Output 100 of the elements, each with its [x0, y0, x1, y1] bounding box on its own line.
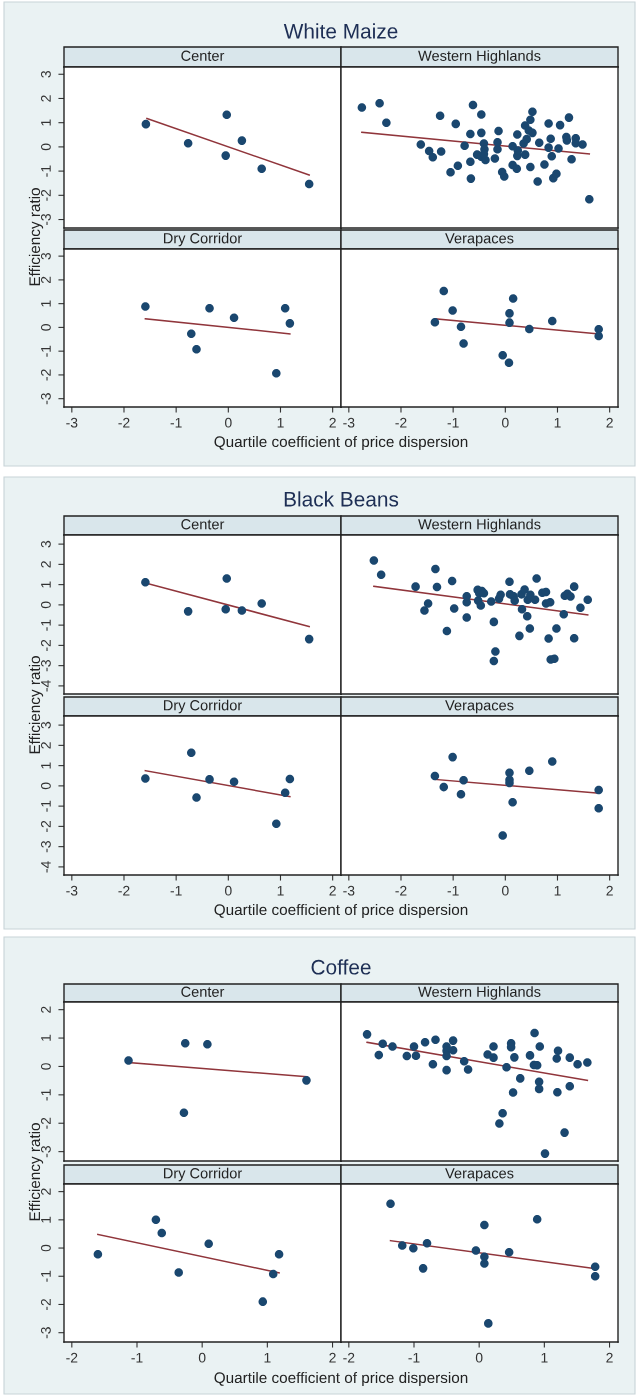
x-tick-label: 0 — [502, 417, 509, 428]
point — [388, 1042, 397, 1051]
point — [515, 1074, 525, 1083]
point — [237, 136, 247, 145]
point — [522, 611, 532, 621]
point — [285, 319, 295, 328]
chart-subtitle: Dry Corridor — [164, 232, 242, 247]
point — [540, 1149, 550, 1158]
point — [439, 286, 449, 296]
x-axis-title: Quartile coefficient of price dispersion — [214, 903, 468, 919]
x-tick-label: -1 — [170, 417, 182, 428]
point — [420, 606, 429, 615]
point — [463, 1065, 473, 1074]
x-tick-label: -2 — [66, 1352, 78, 1363]
x-tick-label: -1 — [447, 417, 459, 428]
y-tick-label: -3 — [41, 660, 51, 672]
point — [459, 775, 468, 785]
point — [550, 654, 559, 664]
point — [505, 768, 514, 777]
point — [530, 595, 540, 605]
point — [180, 1038, 190, 1048]
y-tick-label: -2 — [41, 1299, 51, 1311]
x-tick-label: -2 — [395, 885, 407, 896]
point — [456, 789, 466, 799]
point — [565, 1082, 575, 1091]
x-tick-label: -2 — [118, 417, 130, 428]
point — [495, 1119, 504, 1128]
point — [530, 1028, 539, 1038]
x-tick-label: -3 — [66, 417, 78, 428]
x-tick-label: 1 — [541, 1352, 548, 1363]
point — [498, 1109, 507, 1118]
point — [590, 1262, 600, 1271]
x-tick-label: 1 — [277, 417, 284, 428]
point — [583, 1058, 592, 1067]
chart-subtitle: Center — [181, 986, 225, 997]
x-tick-label: -1 — [447, 885, 459, 896]
y-tick-label: 3 — [41, 71, 51, 78]
point — [124, 1056, 133, 1065]
point — [183, 607, 193, 616]
point — [141, 302, 150, 311]
point — [402, 1051, 412, 1061]
y-tick-label: -1 — [41, 800, 51, 812]
point — [552, 624, 561, 633]
x-tick-label: 2 — [606, 1352, 613, 1363]
point — [258, 1297, 268, 1306]
point — [480, 1220, 489, 1230]
point — [411, 582, 420, 591]
point — [489, 1053, 498, 1062]
point — [594, 785, 603, 795]
point — [280, 788, 290, 798]
point — [192, 344, 201, 354]
point — [430, 317, 440, 327]
point — [237, 606, 247, 615]
y-tick-label: -2 — [41, 639, 51, 651]
point — [183, 138, 193, 148]
point — [174, 1268, 183, 1277]
point — [448, 1036, 458, 1045]
chart-subtitle: Center — [181, 519, 225, 530]
y-tick-label: -1 — [41, 1089, 51, 1101]
x-tick-label: -3 — [343, 885, 355, 896]
point — [569, 582, 579, 591]
chart-subtitle: Verapaces — [445, 1168, 514, 1182]
point — [583, 595, 593, 605]
point — [508, 294, 518, 303]
point — [545, 597, 555, 607]
point — [141, 774, 150, 783]
y-tick-label: -3 — [41, 841, 51, 853]
point — [268, 1269, 278, 1279]
x-tick-label: 0 — [502, 885, 509, 896]
x-tick-label: 2 — [329, 885, 336, 896]
point — [431, 564, 440, 574]
point — [205, 775, 214, 784]
point — [553, 1046, 563, 1056]
point — [442, 626, 452, 636]
point — [502, 1063, 511, 1072]
chart-title: Black Beans — [284, 491, 399, 507]
point — [431, 1035, 440, 1045]
point — [222, 110, 232, 119]
point — [141, 119, 151, 129]
chart-subtitle: Dry Corridor — [164, 699, 242, 714]
y-tick-label: -2 — [41, 189, 51, 201]
point — [423, 599, 433, 608]
point — [179, 1108, 189, 1118]
point — [552, 1054, 562, 1063]
point — [517, 605, 527, 614]
x-tick-label: 1 — [554, 885, 561, 896]
point — [590, 1271, 600, 1281]
point — [418, 1264, 428, 1273]
point — [489, 617, 499, 627]
point — [505, 318, 514, 327]
y-tick-label: 0 — [41, 1244, 51, 1252]
point — [471, 1246, 481, 1255]
chart-subtitle: Western Highlands — [418, 986, 541, 1000]
y-tick-label: 2 — [41, 742, 51, 749]
point — [544, 634, 553, 643]
y-tick-label: -1 — [41, 345, 51, 357]
point — [229, 777, 239, 787]
point — [447, 576, 457, 586]
x-tick-label: 2 — [606, 417, 613, 428]
point — [411, 1051, 421, 1060]
